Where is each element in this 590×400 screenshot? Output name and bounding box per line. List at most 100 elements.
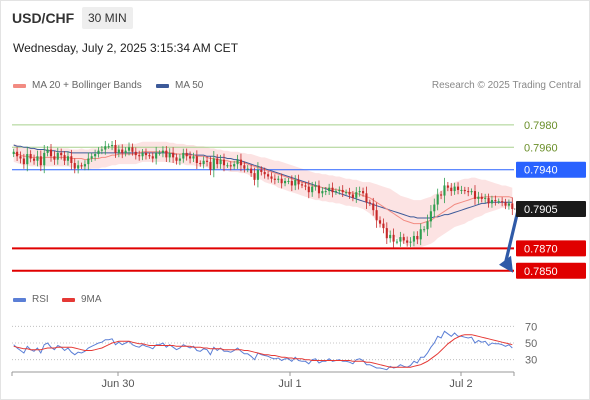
ma9-label: 9MA [81, 294, 102, 305]
candle [307, 186, 310, 193]
candle [443, 185, 446, 196]
candle [382, 223, 385, 229]
candle [501, 201, 504, 203]
candle [263, 171, 266, 175]
candle [321, 191, 324, 194]
candle [83, 164, 86, 167]
candle [331, 187, 334, 193]
candle [226, 165, 229, 167]
candle [229, 165, 232, 167]
candle [236, 159, 239, 165]
candle [287, 180, 290, 182]
candle [60, 152, 63, 156]
price-tag [516, 262, 586, 279]
candle [378, 220, 382, 224]
candle [185, 152, 188, 157]
timeframe-badge[interactable]: 30 MIN [82, 7, 133, 29]
candle [151, 156, 154, 159]
candle [138, 155, 141, 157]
candle [304, 185, 307, 187]
candle [351, 194, 354, 198]
candle [165, 150, 168, 158]
candle [358, 191, 361, 193]
rsi-swatch [13, 297, 26, 302]
candle [70, 156, 73, 164]
candle [402, 237, 405, 241]
rsi-tick-label: 50 [525, 338, 537, 350]
candle [192, 156, 195, 159]
candle [480, 196, 483, 199]
candle [202, 160, 205, 165]
candle [111, 145, 114, 147]
candle [243, 165, 246, 169]
price-label: 0.7940 [524, 165, 558, 177]
candle [260, 169, 263, 172]
candle [328, 187, 331, 192]
candle [423, 229, 426, 231]
candle [161, 150, 164, 153]
candle [409, 241, 412, 243]
price-tag [516, 240, 586, 257]
candle [456, 186, 460, 190]
candle [239, 159, 243, 166]
bollinger-band [13, 141, 513, 248]
ma50-swatch [156, 83, 169, 88]
legend-ma20: MA 20 + Bollinger Bands [13, 80, 142, 91]
candle [365, 193, 368, 203]
candle [87, 158, 90, 165]
chart-header: USD/CHF 30 MIN [0, 0, 590, 36]
time-tick-label: Jul 1 [278, 378, 301, 390]
candle [507, 203, 510, 206]
legend-rsi: RSI [13, 294, 49, 305]
candle [212, 158, 215, 170]
candle [490, 200, 494, 204]
candle [463, 189, 466, 192]
time-tick-label: Jul 2 [449, 378, 472, 390]
candle [280, 178, 283, 184]
candle [97, 150, 100, 155]
candle [412, 235, 415, 242]
candle [477, 196, 480, 199]
price-label: 0.7850 [524, 266, 558, 278]
candle [484, 197, 487, 199]
price-label: 0.7870 [524, 243, 558, 255]
candle [395, 241, 399, 243]
candle [494, 200, 497, 202]
candle [389, 234, 392, 239]
candle [399, 237, 402, 242]
candle [134, 151, 137, 156]
candle [36, 156, 39, 161]
candle [273, 178, 276, 180]
candle [114, 145, 117, 153]
legend-9ma: 9MA [62, 294, 102, 305]
candle [267, 174, 270, 177]
forecast-arrow-head [499, 255, 513, 273]
candle [127, 147, 131, 151]
candle [355, 192, 358, 198]
price-label: 0.7960 [524, 142, 558, 154]
ma9-swatch [62, 297, 75, 302]
candle [419, 229, 422, 240]
candle [219, 159, 222, 165]
candle [131, 147, 134, 152]
candle [368, 202, 371, 204]
ma50-line [13, 144, 513, 219]
candle [49, 149, 53, 157]
candle [39, 156, 42, 166]
candle [453, 186, 456, 192]
candle [497, 201, 500, 203]
candle [467, 191, 470, 193]
forecast-arrow-shaft [504, 207, 520, 263]
candle [283, 180, 287, 184]
candle [22, 158, 25, 165]
candle [90, 156, 93, 159]
candle [334, 191, 337, 193]
candle [504, 202, 507, 206]
candle [385, 228, 388, 239]
candle [256, 169, 259, 180]
candle [100, 149, 103, 151]
candle [66, 156, 70, 161]
candle [406, 240, 409, 243]
candle [341, 189, 344, 193]
candle [182, 152, 185, 159]
